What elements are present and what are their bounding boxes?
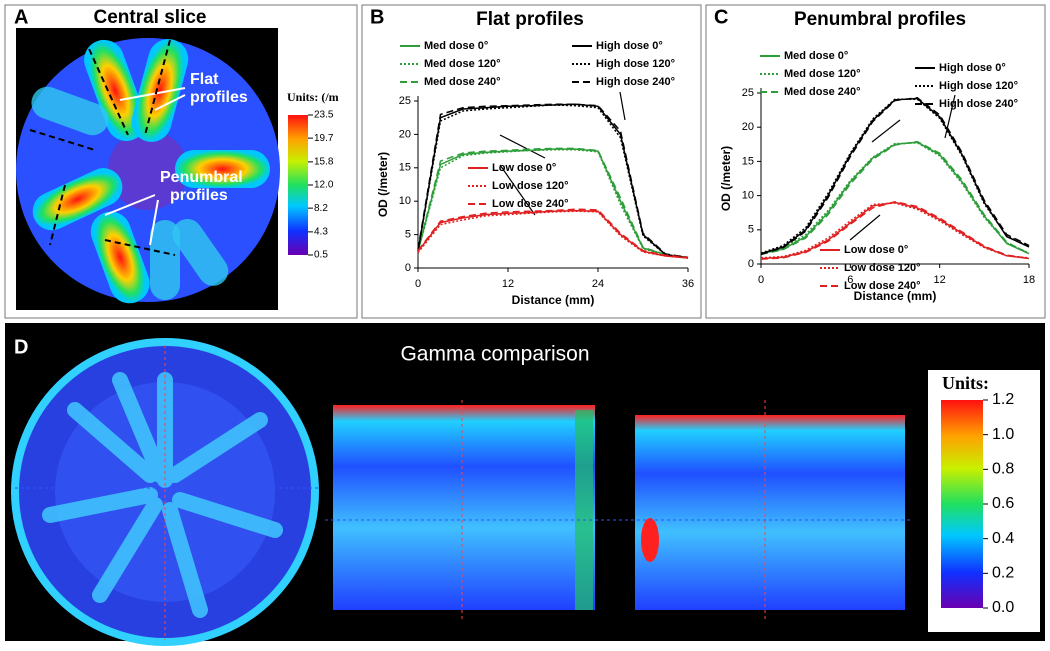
legend-label: Low dose 120° bbox=[492, 180, 569, 192]
series-line bbox=[760, 97, 1030, 256]
panel-c-frame bbox=[705, 4, 1046, 319]
colorbar-tick-label: 4.3 bbox=[314, 227, 328, 238]
colorbar-tick-label: 0.8 bbox=[992, 461, 1014, 478]
y-tick-label: 15 bbox=[742, 155, 754, 167]
colorbar-a bbox=[288, 115, 308, 255]
central-slice-image bbox=[16, 28, 280, 310]
chart-title: Flat profiles bbox=[476, 9, 584, 30]
series-line bbox=[417, 208, 689, 259]
y-tick-label: 10 bbox=[399, 195, 411, 207]
legend-label: High dose 0° bbox=[939, 62, 1006, 74]
annotation: profiles bbox=[190, 89, 248, 106]
colorbar-tick-label: 23.5 bbox=[314, 110, 334, 121]
colorbar-title: Units: bbox=[942, 373, 989, 393]
legend-label: Low dose 240° bbox=[492, 198, 569, 210]
legend-label: Low dose 0° bbox=[492, 162, 556, 174]
legend-label: Med dose 120° bbox=[424, 58, 501, 70]
annotation: Flat bbox=[190, 71, 219, 88]
y-axis-label: OD (/meter) bbox=[719, 146, 733, 211]
panel-label: C bbox=[714, 6, 728, 28]
colorbar-tick-label: 0.5 bbox=[314, 250, 328, 261]
x-tick-label: 36 bbox=[682, 278, 694, 290]
x-tick-label: 18 bbox=[1023, 274, 1035, 286]
panel-label: D bbox=[14, 336, 28, 358]
legend-label: High dose 240° bbox=[939, 98, 1018, 110]
x-axis-label: Distance (mm) bbox=[854, 289, 937, 303]
colorbar-tick-label: 1.0 bbox=[992, 426, 1014, 443]
x-tick-label: 12 bbox=[502, 278, 514, 290]
colorbar-tick-label: 0.6 bbox=[992, 495, 1014, 512]
series-line bbox=[760, 202, 1030, 259]
panel-label: A bbox=[14, 6, 28, 28]
series-line bbox=[760, 142, 1030, 254]
panel-label: B bbox=[370, 6, 384, 28]
colorbar-tick-label: 1.2 bbox=[992, 391, 1014, 408]
colorbar-title: Units: (/m bbox=[287, 90, 339, 104]
legend-label: Med dose 240° bbox=[784, 86, 861, 98]
panel-title: Central slice bbox=[94, 7, 207, 28]
y-tick-label: 25 bbox=[399, 95, 411, 107]
series-line bbox=[417, 147, 689, 259]
legend-label: Low dose 0° bbox=[844, 244, 908, 256]
y-tick-label: 5 bbox=[748, 224, 754, 236]
y-tick-label: 10 bbox=[742, 190, 754, 202]
y-tick-label: 5 bbox=[405, 229, 411, 241]
colorbar-tick-label: 0.0 bbox=[992, 599, 1014, 616]
annotation-arrows bbox=[499, 91, 956, 241]
series-line bbox=[760, 98, 1030, 254]
legend-label: Med dose 0° bbox=[784, 50, 848, 62]
legend-label: Med dose 0° bbox=[424, 40, 488, 52]
y-tick-label: 15 bbox=[399, 162, 411, 174]
colorbar-tick-label: 0.4 bbox=[992, 530, 1014, 547]
annotation: profiles bbox=[170, 187, 228, 204]
legend-label: Med dose 240° bbox=[424, 76, 501, 88]
y-tick-label: 20 bbox=[742, 121, 754, 133]
y-tick-label: 0 bbox=[405, 262, 411, 274]
y-tick-label: 0 bbox=[748, 258, 754, 270]
colorbar-tick-label: 12.0 bbox=[314, 180, 334, 191]
legend-label: Low dose 120° bbox=[844, 262, 921, 274]
series-line bbox=[760, 201, 1030, 260]
series-line bbox=[417, 104, 689, 259]
x-tick-label: 0 bbox=[415, 278, 421, 290]
y-tick-label: 20 bbox=[399, 128, 411, 140]
legend-label: High dose 240° bbox=[596, 76, 675, 88]
chart-title: Penumbral profiles bbox=[794, 9, 966, 30]
y-tick-label: 25 bbox=[742, 87, 754, 99]
series-line bbox=[417, 149, 689, 259]
legend-label: Low dose 240° bbox=[844, 280, 921, 292]
legend-label: High dose 0° bbox=[596, 40, 663, 52]
x-axis-label: Distance (mm) bbox=[512, 293, 595, 307]
series-line bbox=[417, 103, 689, 259]
legend-label: High dose 120° bbox=[939, 80, 1018, 92]
annotation: Penumbral bbox=[160, 169, 243, 186]
x-tick-label: 24 bbox=[592, 278, 604, 290]
x-tick-label: 0 bbox=[758, 274, 764, 286]
colorbar-tick-label: 15.8 bbox=[314, 157, 334, 168]
legend-label: Med dose 120° bbox=[784, 68, 861, 80]
x-tick-label: 12 bbox=[934, 274, 946, 286]
series-line bbox=[760, 140, 1030, 256]
panel-title: Gamma comparison bbox=[400, 343, 589, 366]
colorbar-tick-label: 0.2 bbox=[992, 565, 1014, 582]
colorbar-d bbox=[941, 400, 983, 608]
x-tick-label: 6 bbox=[847, 274, 853, 286]
legend-label: High dose 120° bbox=[596, 58, 675, 70]
series-line bbox=[417, 210, 689, 259]
y-axis-label: OD (/meter) bbox=[376, 152, 390, 217]
colorbar-tick-label: 19.7 bbox=[314, 133, 334, 144]
colorbar-tick-label: 8.2 bbox=[314, 203, 328, 214]
